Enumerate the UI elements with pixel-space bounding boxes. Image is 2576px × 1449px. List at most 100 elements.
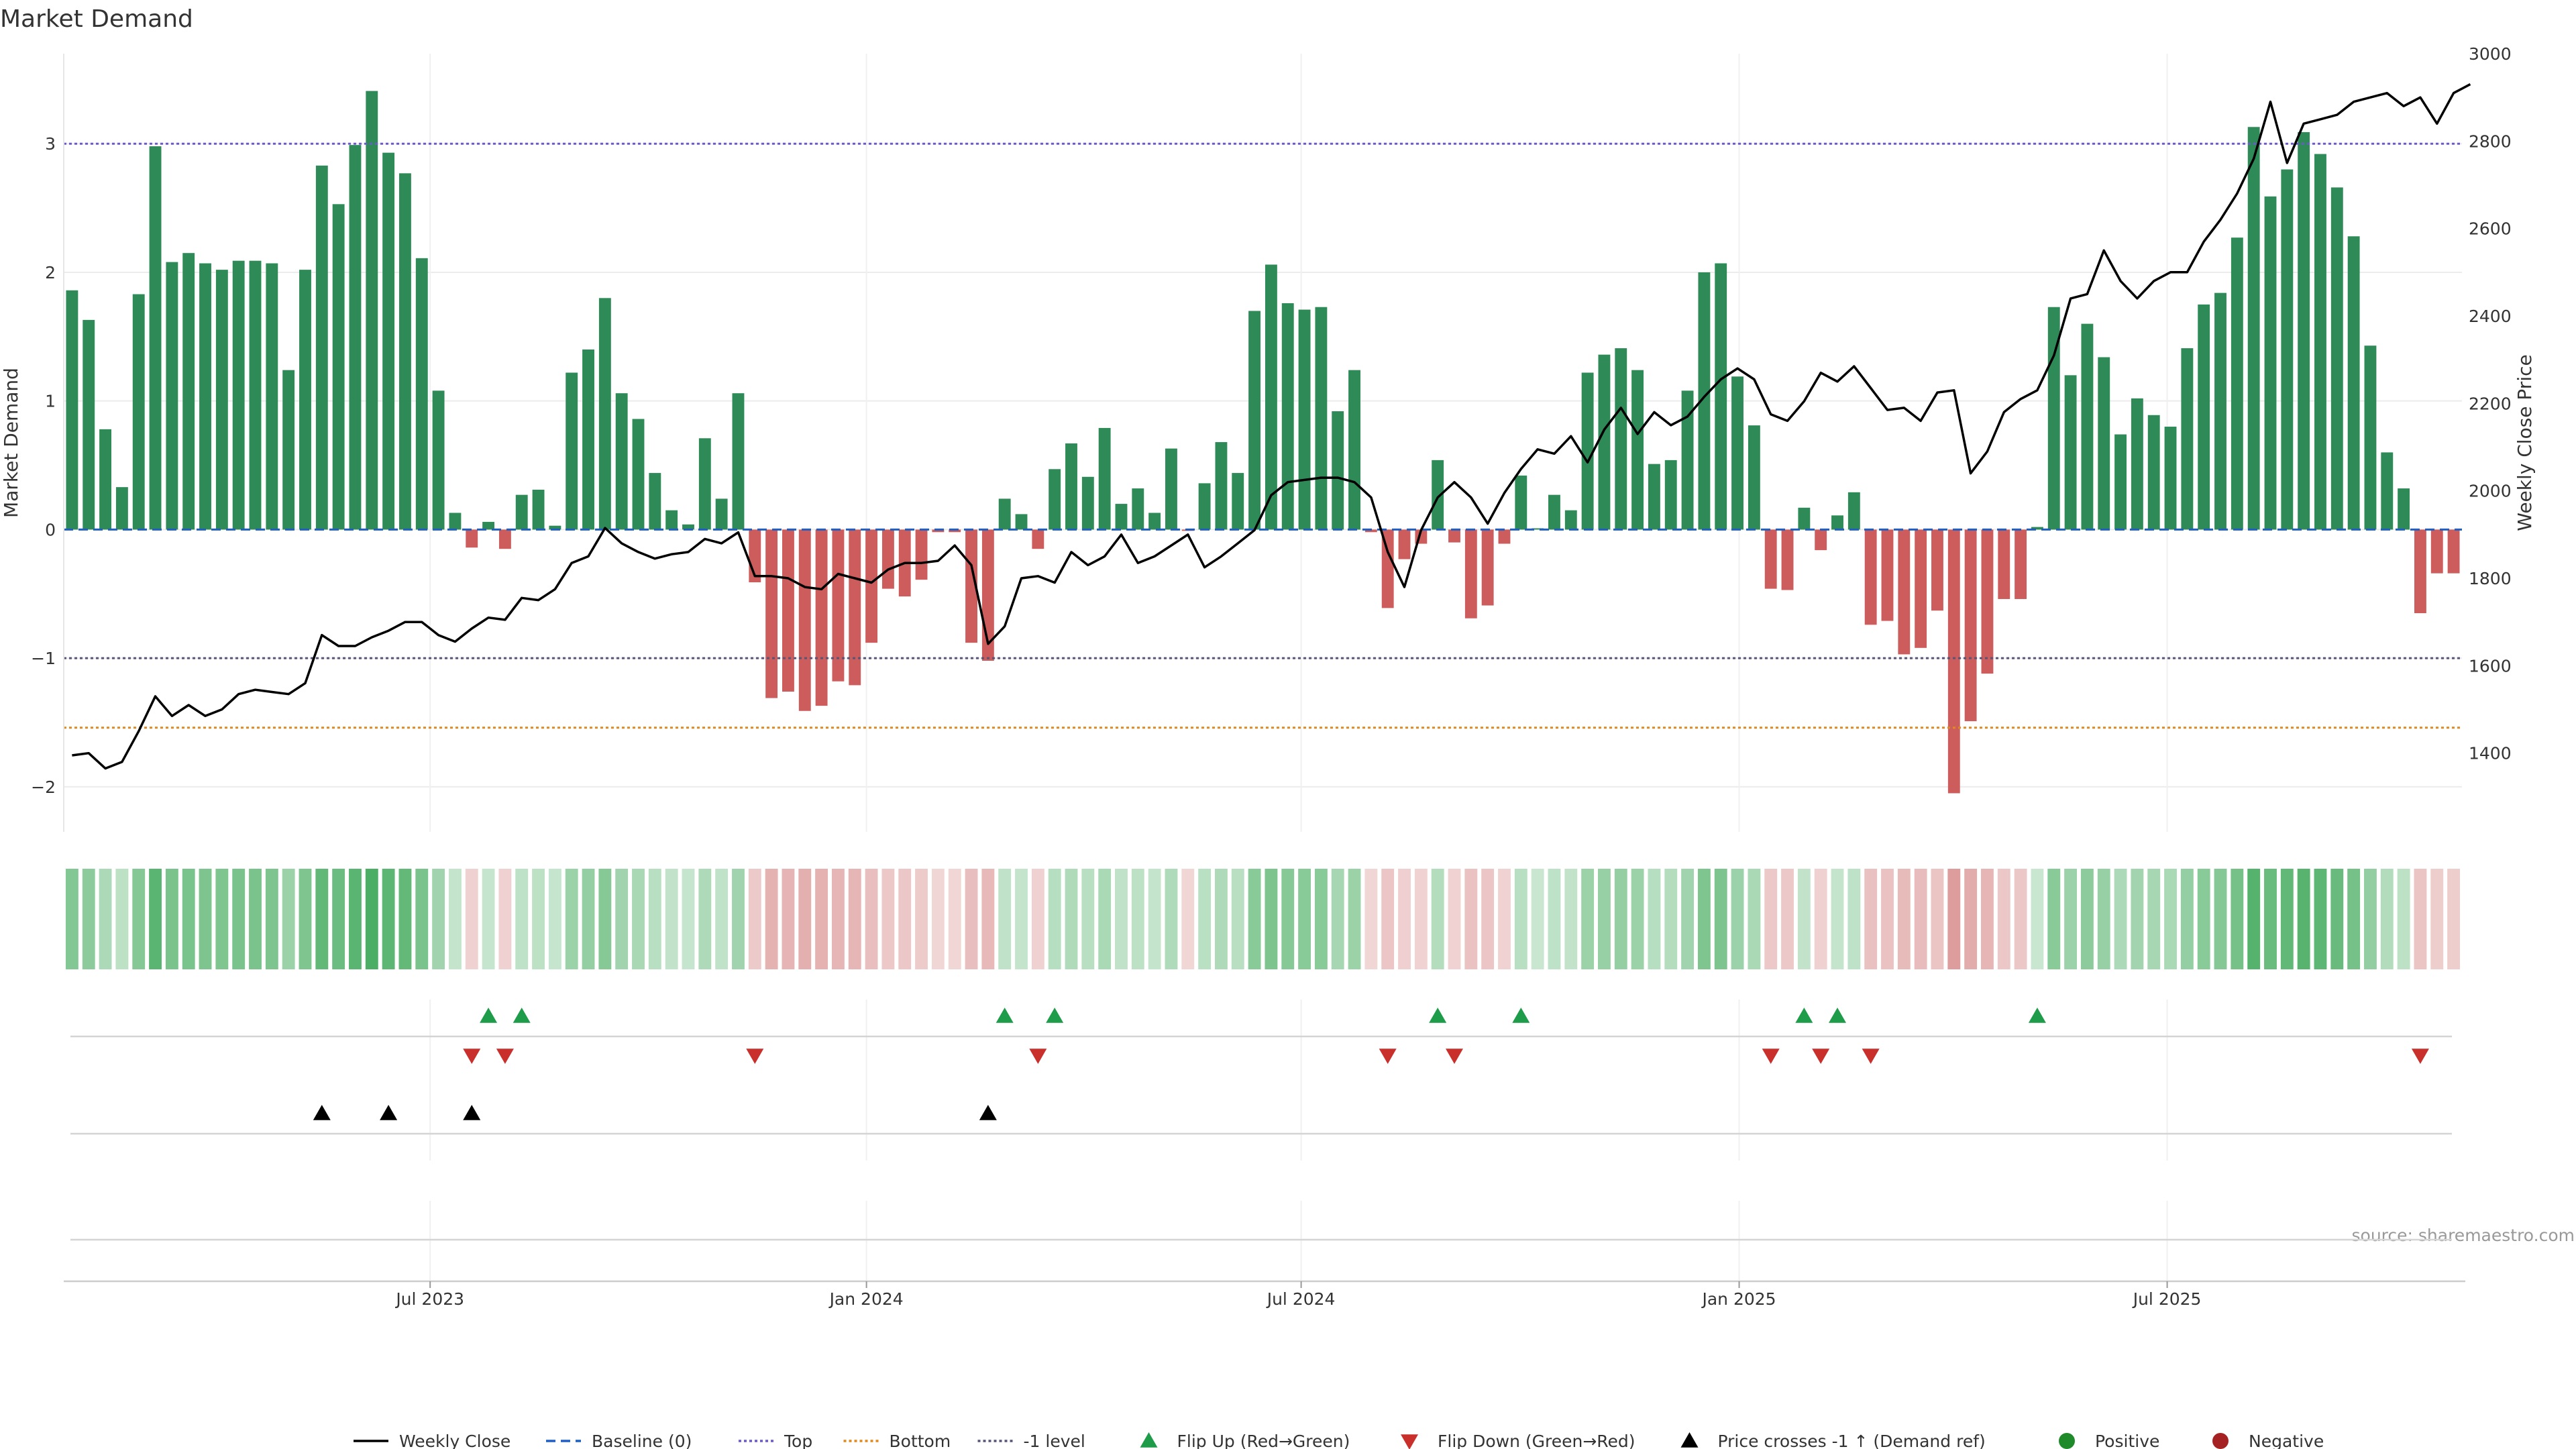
legend-item: Flip Down (Green→Red): [1401, 1432, 1635, 1449]
heat-cell: [948, 869, 961, 969]
demand-bar: [2347, 236, 2360, 530]
legend-item: Flip Up (Red→Green): [1140, 1432, 1350, 1449]
demand-bar: [1681, 390, 1694, 530]
heat-cell: [2447, 869, 2461, 969]
demand-bar: [2081, 323, 2094, 530]
legend-swatch-circle: [2212, 1433, 2229, 1449]
heat-cell: [132, 869, 146, 969]
demand-bar: [1215, 442, 1228, 530]
demand-bar: [1815, 529, 1827, 551]
y2-tick-label: 2400: [2469, 307, 2512, 326]
demand-bar: [566, 372, 578, 530]
heat-cell: [1398, 869, 1411, 969]
heat-cell: [2064, 869, 2078, 969]
flip-down-marker: [746, 1049, 764, 1064]
demand-bar: [1198, 483, 1211, 530]
demand-bar: [2098, 357, 2110, 530]
demand-bar: [2298, 131, 2310, 530]
heat-cell: [665, 869, 678, 969]
y-tick-label: 1: [45, 392, 56, 411]
heat-cell: [831, 869, 845, 969]
flip-up-marker: [996, 1008, 1014, 1023]
heat-cell: [881, 869, 895, 969]
heat-cell: [1797, 869, 1811, 969]
demand-bar: [649, 473, 661, 530]
heat-cell: [1781, 869, 1794, 969]
heat-cell: [2280, 869, 2294, 969]
y-tick-label: 2: [45, 263, 56, 282]
heat-cell: [65, 869, 78, 969]
demand-bar: [798, 529, 811, 711]
flip-up-marker: [513, 1008, 531, 1023]
y2-tick-label: 2600: [2469, 219, 2512, 239]
heat-cell: [2314, 869, 2327, 969]
heat-cell: [349, 869, 362, 969]
legend-label: Top: [784, 1432, 812, 1449]
heat-cell: [182, 869, 195, 969]
legend-item: Bottom: [843, 1432, 951, 1449]
demand-bar: [432, 390, 445, 530]
demand-bar: [2247, 127, 2260, 530]
heat-cell: [315, 869, 329, 969]
demand-bar: [2064, 375, 2077, 530]
heat-cell: [1215, 869, 1228, 969]
demand-bar: [366, 91, 378, 530]
heat-cell: [2397, 869, 2410, 969]
x-tick-label: Jan 2024: [828, 1289, 904, 1309]
legend-label: Bottom: [890, 1432, 951, 1449]
heat-cell: [165, 869, 178, 969]
demand-bar: [1847, 492, 1860, 530]
heat-cell: [1614, 869, 1627, 969]
legend-label: Negative: [2249, 1432, 2324, 1449]
demand-bar: [782, 529, 794, 692]
flip-down-marker: [1812, 1049, 1830, 1064]
x-axis-ticks: Jul 2023 Jan 2024 Jul 2024 Jan 2025 Jul 2025: [64, 1280, 2465, 1309]
demand-bar: [299, 270, 311, 530]
demand-bar: [2381, 452, 2394, 530]
heat-cell: [1414, 869, 1428, 969]
demand-bar: [415, 258, 428, 530]
demand-bar: [1548, 494, 1560, 530]
heat-cell: [1964, 869, 1978, 969]
demand-bar: [2198, 304, 2210, 530]
heat-cell: [565, 869, 578, 969]
legend-item: Top: [739, 1432, 812, 1449]
heat-cell: [99, 869, 112, 969]
demand-bar: [765, 529, 778, 698]
heat-cell: [232, 869, 246, 969]
heat-cell: [82, 869, 95, 969]
demand-bar: [1364, 529, 1377, 533]
heat-cell: [2180, 869, 2194, 969]
demand-bar: [1698, 272, 1711, 530]
heat-cell: [2330, 869, 2344, 969]
demand-bar: [1515, 475, 1527, 530]
demand-bar: [232, 260, 245, 530]
axes-layer: 3 2 1 0 −1 −2 3000 2800 2600 2400 2200 2000 1800 1600…: [31, 44, 2512, 832]
flip-down-marker: [1862, 1049, 1880, 1064]
demand-bar: [449, 513, 462, 530]
heat-cell: [149, 869, 162, 969]
heat-cell: [2380, 869, 2394, 969]
demand-bar: [698, 438, 711, 530]
flip-up-marker: [1829, 1008, 1847, 1023]
heat-cell: [1298, 869, 1311, 969]
demand-bar: [2314, 154, 2326, 530]
heat-cell: [1598, 869, 1611, 969]
heat-cell: [2430, 869, 2444, 969]
demand-bar: [1398, 529, 1411, 559]
demand-bar: [1281, 303, 1294, 530]
heat-cell: [698, 869, 712, 969]
heat-cell: [2047, 869, 2061, 969]
heat-cell: [1081, 869, 1095, 969]
y-axis-label: Market Demand: [0, 368, 22, 518]
demand-bar: [715, 498, 728, 530]
y2-tick-label: 1600: [2469, 656, 2512, 676]
demand-bar: [2131, 398, 2143, 530]
legend-swatch-triangle-up: [1680, 1432, 1699, 1448]
y2-tick-label: 2800: [2469, 131, 2512, 151]
legend-label: Flip Up (Red→Green): [1177, 1432, 1350, 1449]
heat-cell: [815, 869, 828, 969]
demand-bar: [582, 349, 594, 530]
flip-down-marker: [1379, 1049, 1397, 1064]
heat-cell: [548, 869, 561, 969]
